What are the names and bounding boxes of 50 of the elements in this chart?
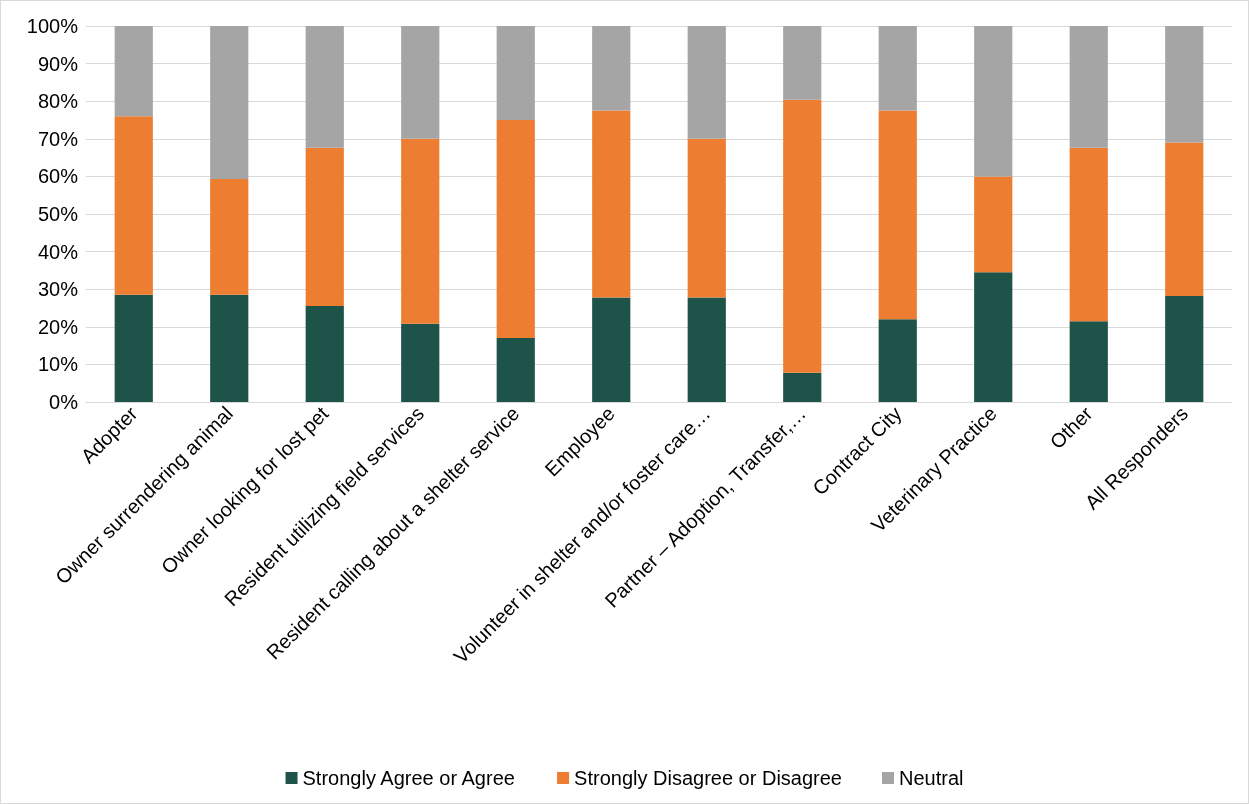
- bar: [878, 26, 917, 111]
- bar: [401, 26, 440, 139]
- bar: [878, 319, 917, 402]
- y-tick-label: 40%: [37, 240, 79, 263]
- bar: [783, 26, 822, 100]
- bar: [496, 338, 535, 402]
- bar: [305, 147, 344, 307]
- legend-label: Strongly Disagree or Disagree: [574, 767, 842, 789]
- bar: [783, 372, 822, 402]
- y-tick-label: 70%: [37, 127, 79, 150]
- y-tick-label: 50%: [37, 203, 79, 225]
- bar: [401, 138, 440, 324]
- bar: [496, 26, 535, 120]
- bar: [210, 26, 249, 180]
- y-tick-label: 90%: [37, 52, 79, 75]
- bar: [687, 297, 726, 402]
- y-tick-label: 0%: [49, 391, 79, 413]
- bar: [1069, 321, 1108, 402]
- y-tick-label: 10%: [37, 353, 79, 376]
- y-tick-label: 100%: [26, 15, 79, 37]
- bar: [496, 120, 535, 339]
- bar: [974, 176, 1013, 273]
- bar: [210, 179, 249, 295]
- bar: [401, 323, 440, 402]
- bar: [974, 272, 1013, 402]
- legend-label: Strongly Agree or Agree: [302, 767, 515, 789]
- bar: [974, 26, 1013, 177]
- bar: [592, 297, 631, 402]
- bar: [592, 26, 631, 111]
- y-tick-label: 80%: [37, 90, 79, 113]
- bar: [305, 306, 344, 402]
- bar: [305, 26, 344, 148]
- bar: [1165, 295, 1204, 402]
- bar: [1165, 26, 1204, 143]
- y-tick-label: 30%: [37, 278, 79, 301]
- bar: [878, 110, 917, 320]
- bar: [1069, 26, 1108, 148]
- bar: [114, 294, 153, 402]
- legend-label: Neutral: [898, 767, 964, 789]
- bar: [210, 294, 249, 402]
- bar: [114, 26, 153, 117]
- bar: [783, 99, 822, 373]
- bar: [114, 116, 153, 295]
- bar: [1165, 142, 1204, 296]
- y-tick-label: 20%: [37, 315, 79, 338]
- bar: [687, 26, 726, 139]
- bar: [687, 138, 726, 298]
- y-tick-label: 60%: [37, 165, 79, 188]
- bar: [1069, 147, 1108, 322]
- bar: [592, 110, 631, 298]
